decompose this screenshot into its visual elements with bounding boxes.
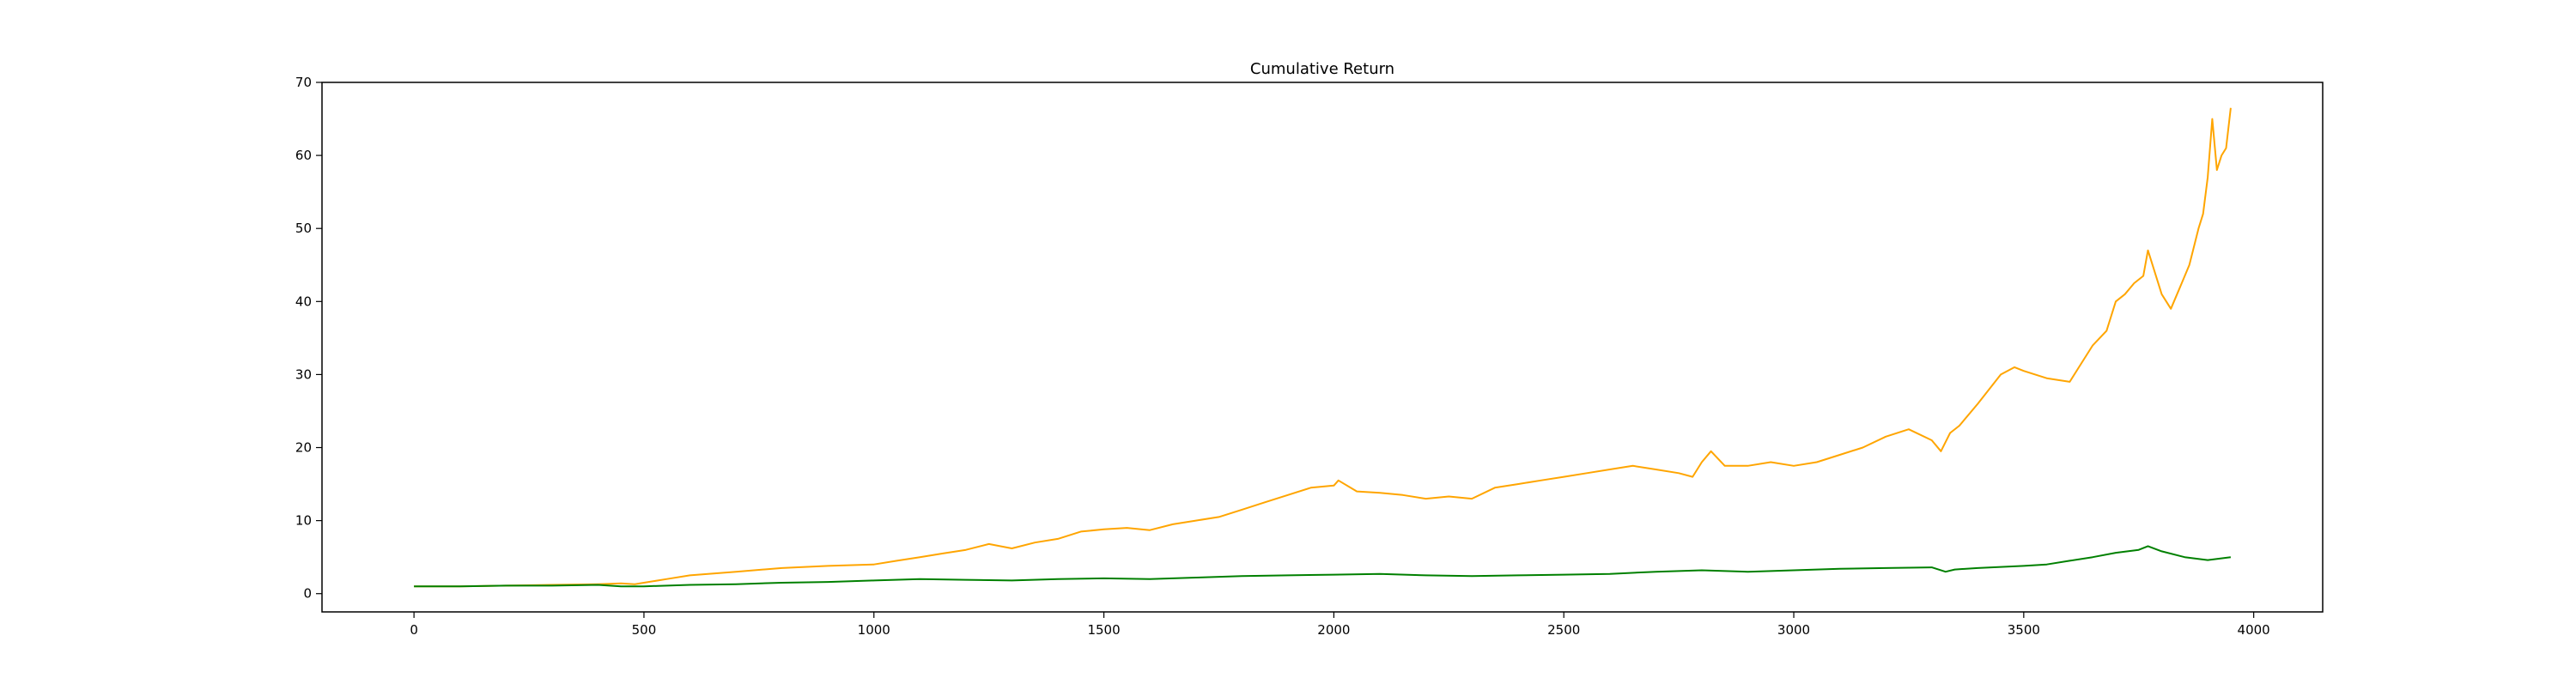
chart-title: Cumulative Return xyxy=(1250,60,1394,78)
x-tick-label: 0 xyxy=(410,622,418,638)
x-tick-label: 4000 xyxy=(2238,622,2270,638)
y-tick-label: 50 xyxy=(295,221,312,236)
y-tick-label: 10 xyxy=(295,513,312,529)
y-tick-label: 20 xyxy=(295,440,312,456)
y-tick-label: 70 xyxy=(295,75,312,90)
series-line-2 xyxy=(414,545,2232,588)
x-axis: 0 500 1000 1500 2000 2500 3000 3500 4000 xyxy=(410,612,2270,638)
x-tick-label: 1500 xyxy=(1087,622,1120,638)
x-tick-label: 3000 xyxy=(1777,622,1810,638)
x-tick-label: 2000 xyxy=(1317,622,1350,638)
series-layer xyxy=(414,107,2232,588)
x-tick-label: 3500 xyxy=(2008,622,2040,638)
x-tick-label: 2500 xyxy=(1547,622,1580,638)
x-tick-label: 1000 xyxy=(858,622,890,638)
plot-frame xyxy=(321,82,2324,613)
x-tick-label: 500 xyxy=(632,622,657,638)
y-axis: 0 10 20 30 40 50 60 70 xyxy=(295,75,322,602)
y-tick-label: 30 xyxy=(295,366,312,382)
y-tick-label: 60 xyxy=(295,148,312,163)
y-tick-label: 40 xyxy=(295,294,312,309)
series-line-1 xyxy=(414,107,2232,588)
y-tick-label: 0 xyxy=(303,586,312,602)
